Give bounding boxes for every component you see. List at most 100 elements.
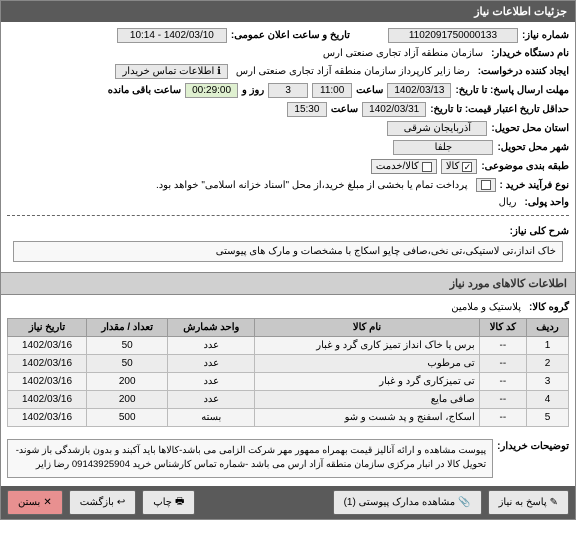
print-button[interactable]: 🖶 چاپ [142, 490, 195, 515]
attach-label: مشاهده مدارک پیوستی (1) [344, 497, 456, 508]
attach-button[interactable]: 📎 مشاهده مدارک پیوستی (1) [333, 490, 482, 515]
table-cell: 3 [526, 373, 568, 391]
time-label-1: ساعت [356, 85, 383, 96]
row-buyer-notes: توضیحات خریدار: پیوست مشاهده و ارائه آنا… [7, 435, 569, 482]
table-header-row: ردیف کد کالا نام کالا واحد شمارش تعداد /… [8, 319, 569, 337]
countdown-label: ساعت باقی مانده [108, 85, 181, 96]
credit-date: 1402/03/31 [362, 102, 426, 117]
need-no-label: شماره نیاز: [522, 30, 569, 41]
close-label: بستن [18, 497, 40, 508]
check-icon-off [422, 162, 432, 172]
table-cell: -- [479, 409, 526, 427]
desc-box: خاک انداز،تی لاستیکی،تی نخی،صافی چایو اس… [13, 241, 563, 262]
province-value: آذربایجان شرقی [387, 121, 487, 136]
items-table: ردیف کد کالا نام کالا واحد شمارش تعداد /… [7, 318, 569, 427]
back-label: بازگشت [80, 497, 114, 508]
table-cell: 1402/03/16 [8, 373, 87, 391]
table-cell: -- [479, 355, 526, 373]
row-need-no: شماره نیاز: 1102091750000133 تاریخ و ساع… [7, 26, 569, 45]
credit-label: حداقل تاریخ اعتبار قیمت: تا تاریخ: [430, 104, 569, 115]
desc-label: شرح کلی نیاز: [510, 222, 569, 237]
table-row: 1--برس یا خاک انداز تمیز کاری گرد و غبار… [8, 337, 569, 355]
row-creator: ایجاد کننده درخواست: رضا زایر کارپرداز س… [7, 62, 569, 81]
process-label: نوع فرآیند خرید : [500, 180, 569, 191]
contact-link: اطلاعات تماس خریدار [122, 66, 214, 77]
table-cell: 4 [526, 391, 568, 409]
countdown: 00:29:00 [185, 83, 238, 98]
unit-label: واحد پولی: [525, 197, 569, 208]
buyer-org-value: سازمان منطقه آزاد تجاری صنعتی ارس [319, 47, 487, 60]
row-province: استان محل تحویل: آذربایجان شرقی [7, 119, 569, 138]
col-code: کد کالا [479, 319, 526, 337]
group-label: گروه کالا: [529, 302, 569, 313]
close-icon: ✕ [43, 497, 51, 508]
table-cell: برس یا خاک انداز تمیز کاری گرد و غبار [255, 337, 479, 355]
checkbox-kala[interactable]: کالا [441, 159, 478, 174]
buyer-notes-box: پیوست مشاهده و ارائه آنالیز قیمت بهمراه … [7, 439, 493, 478]
close-button[interactable]: ✕ بستن [7, 490, 63, 515]
creator-label: ایجاد کننده درخواست: [478, 66, 569, 77]
row-unit: واحد پولی: ریال [7, 194, 569, 211]
row-buyer-org: نام دستگاه خریدار: سازمان منطقه آزاد تجا… [7, 45, 569, 62]
table-cell: -- [479, 373, 526, 391]
city-value: جلفا [393, 140, 493, 155]
desc-text: خاک انداز،تی لاستیکی،تی نخی،صافی چایو اس… [216, 246, 556, 257]
deadline-time: 11:00 [312, 83, 352, 98]
col-date: تاریخ نیاز [8, 319, 87, 337]
col-unit: واحد شمارش [168, 319, 255, 337]
table-cell: 1402/03/16 [8, 355, 87, 373]
table-cell: 1402/03/16 [8, 409, 87, 427]
buyer-notes-text: پیوست مشاهده و ارائه آنالیز قیمت بهمراه … [16, 445, 486, 470]
table-cell: 50 [87, 337, 168, 355]
window-title: جزئیات اطلاعات نیاز [474, 6, 567, 18]
process-note: پرداخت تمام یا بخشی از مبلغ خرید،از محل … [152, 179, 472, 192]
buyer-org-label: نام دستگاه خریدار: [491, 48, 569, 59]
col-qty: تعداد / مقدار [87, 319, 168, 337]
service-label: کالا/خدمت [376, 161, 419, 172]
table-row: 5--اسکاج، اسفنج و پد شست و شوبسته5001402… [8, 409, 569, 427]
table-cell: 1402/03/16 [8, 337, 87, 355]
items-section-header: اطلاعات کالاهای مورد نیاز [1, 272, 575, 295]
group-value: پلاستیک و ملامین [447, 301, 525, 314]
info-icon: ℹ [217, 66, 221, 77]
attach-icon: 📎 [458, 497, 470, 508]
table-cell: 1402/03/16 [8, 391, 87, 409]
items-header-text: اطلاعات کالاهای مورد نیاز [450, 278, 567, 290]
table-cell: 200 [87, 391, 168, 409]
table-cell: -- [479, 337, 526, 355]
back-icon: ↩ [117, 497, 125, 508]
window: جزئیات اطلاعات نیاز شماره نیاز: 11020917… [0, 0, 576, 520]
table-cell: عدد [168, 355, 255, 373]
table-row: 4--صافی مایععدد2001402/03/16 [8, 391, 569, 409]
table-cell: 50 [87, 355, 168, 373]
time-label-2: ساعت [331, 104, 358, 115]
kala-label: کالا [446, 161, 460, 172]
deadline-date: 1402/03/13 [387, 83, 451, 98]
table-cell: عدد [168, 337, 255, 355]
col-name: نام کالا [255, 319, 479, 337]
announce-label: تاریخ و ساعت اعلان عمومی: [231, 30, 350, 41]
reply-button[interactable]: ✎ پاسخ به نیاز [488, 490, 569, 515]
table-cell: 1 [526, 337, 568, 355]
city-label: شهر محل تحویل: [497, 142, 569, 153]
row-city: شهر محل تحویل: جلفا [7, 138, 569, 157]
contact-link-box[interactable]: ℹ اطلاعات تماس خریدار [115, 64, 227, 79]
table-cell: 2 [526, 355, 568, 373]
row-group: گروه کالا: پلاستیک و ملامین [7, 299, 569, 316]
print-label: چاپ [153, 497, 172, 508]
checkbox-service[interactable]: کالا/خدمت [371, 159, 437, 174]
checkbox-process[interactable] [476, 178, 496, 192]
deadline-label: مهلت ارسال پاسخ: تا تاریخ: [455, 85, 569, 96]
need-no-value: 1102091750000133 [388, 28, 518, 43]
back-button[interactable]: ↩ بازگشت [69, 490, 137, 515]
window-title-bar: جزئیات اطلاعات نیاز [1, 1, 575, 22]
days-remain: 3 [268, 83, 308, 98]
unit-value: ریال [495, 196, 521, 209]
reply-label: پاسخ به نیاز [499, 497, 547, 508]
table-row: 2--تی مرطوبعدد501402/03/16 [8, 355, 569, 373]
table-cell: تی تمیزکاری گرد و غبار [255, 373, 479, 391]
buyer-notes-label: توضیحات خریدار: [497, 437, 569, 452]
table-cell: تی مرطوب [255, 355, 479, 373]
table-body: 1--برس یا خاک انداز تمیز کاری گرد و غبار… [8, 337, 569, 427]
credit-time: 15:30 [287, 102, 327, 117]
